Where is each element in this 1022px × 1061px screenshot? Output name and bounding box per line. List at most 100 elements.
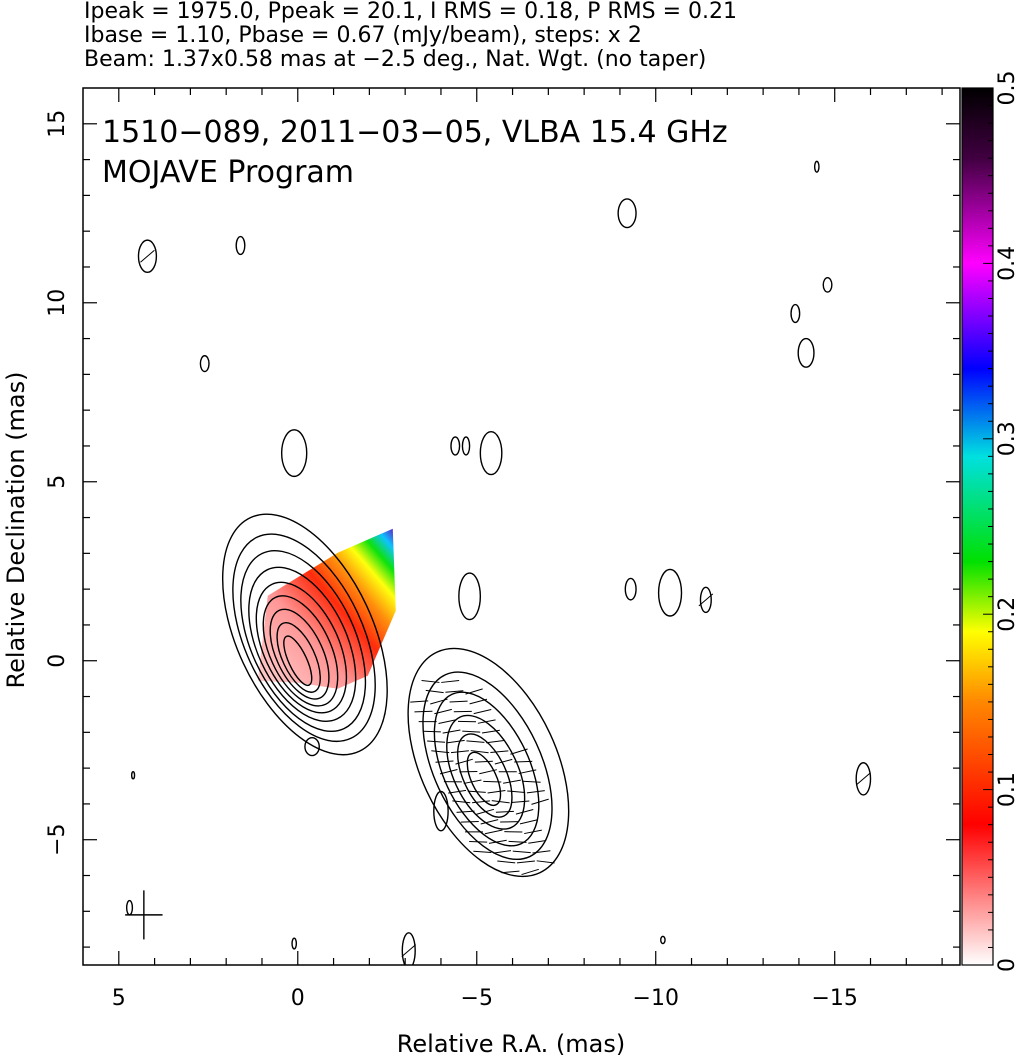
evpa-tick-55 xyxy=(431,750,450,754)
evpa-tick-62 xyxy=(442,729,461,734)
evpa-tick-5 xyxy=(497,860,516,864)
evpa-tick-39 xyxy=(463,779,482,784)
colorbar-tick-label-5: 0.4 xyxy=(995,246,1020,281)
evpa-tick-66 xyxy=(438,719,457,724)
evpa-tick-23 xyxy=(495,810,514,813)
x-axis-label: Relative R.A. (mas) xyxy=(396,1030,626,1058)
small-contour-21 xyxy=(125,899,134,916)
core-contour-4 xyxy=(262,595,339,707)
small-contour-20 xyxy=(130,771,136,780)
x-tick-label-4: −10 xyxy=(633,986,679,1011)
blob-evpa-tick-4 xyxy=(698,593,714,607)
evpa-tick-21 xyxy=(460,821,479,823)
evpa-tick-35 xyxy=(448,789,467,794)
small-contour-9 xyxy=(813,160,820,173)
evpa-tick-58 xyxy=(446,739,465,744)
evpa-tick-74 xyxy=(430,698,448,705)
evpa-tick-22 xyxy=(515,808,534,815)
evpa-tick-25 xyxy=(456,810,475,813)
small-contour-10 xyxy=(822,277,833,293)
core-contour-5 xyxy=(255,581,348,714)
core-contour-1 xyxy=(283,635,313,687)
evpa-tick-72 xyxy=(469,698,488,705)
evpa-tick-33 xyxy=(487,790,506,794)
evpa-tick-77 xyxy=(445,690,464,693)
evpa-tick-57 xyxy=(466,740,485,743)
evpa-tick-48 xyxy=(474,760,493,763)
blob-evpa-tick-2 xyxy=(401,944,417,958)
evpa-tick-37 xyxy=(503,779,521,784)
plot-frame xyxy=(82,87,961,966)
jet-contour-4 xyxy=(433,691,540,847)
evpa-tick-52 xyxy=(490,750,509,753)
evpa-tick-8 xyxy=(493,850,512,854)
small-contour-22 xyxy=(291,937,298,950)
evpa-tick-24 xyxy=(476,808,495,815)
small-contour-18 xyxy=(433,790,449,832)
evpa-tick-45 xyxy=(439,769,458,775)
small-contour-12 xyxy=(797,337,815,368)
evpa-tick-4 xyxy=(516,860,535,864)
evpa-tick-53 xyxy=(470,750,489,754)
y-tick-label-3: 5 xyxy=(45,475,70,489)
colorbar xyxy=(961,87,994,966)
small-contour-4 xyxy=(280,429,308,478)
evpa-tick-63 xyxy=(422,730,441,733)
y-tick-label-2: 10 xyxy=(45,289,70,317)
evpa-tick-12 xyxy=(488,839,507,844)
evpa-tick-11 xyxy=(508,840,527,843)
evpa-tick-76 xyxy=(465,688,483,695)
evpa-tick-68 xyxy=(473,709,492,715)
evpa-tick-1 xyxy=(521,868,539,876)
x-tick-label-1: 5 xyxy=(112,986,126,1011)
evpa-tick-9 xyxy=(473,850,492,854)
evpa-tick-26 xyxy=(531,798,549,805)
evpa-tick-2 xyxy=(501,870,520,874)
evpa-tick-71 xyxy=(414,710,433,713)
y-tick-label-4: 0 xyxy=(45,654,70,668)
evpa-tick-56 xyxy=(486,740,505,744)
core-contour-3 xyxy=(269,608,330,700)
chart-title: 1510−089, 2011−03−05, VLBA 15.4 GHz xyxy=(102,115,728,150)
core-contour-7 xyxy=(240,550,367,733)
jet-contour-6 xyxy=(407,647,570,878)
colorbar-tick-label-3: 0.2 xyxy=(995,597,1020,632)
evpa-tick-61 xyxy=(462,730,481,733)
colorbar-tick-label-4: 0.3 xyxy=(995,421,1020,456)
evpa-tick-20 xyxy=(480,819,499,825)
colorbar-tick-label-1: 0 xyxy=(995,958,1020,972)
evpa-tick-60 xyxy=(481,729,500,734)
small-contour-5 xyxy=(450,436,461,456)
y-tick-label-5: −5 xyxy=(45,823,70,855)
small-contour-1 xyxy=(137,239,158,274)
evpa-tick-7 xyxy=(512,850,531,854)
evpa-tick-30 xyxy=(452,800,471,804)
jet-contour-5 xyxy=(422,671,553,861)
small-contour-3 xyxy=(199,355,210,373)
header-line-3: Beam: 1.37x0.58 mas at −2.5 deg., Nat. W… xyxy=(84,47,707,72)
evpa-tick-78 xyxy=(425,689,444,694)
core-contour-2 xyxy=(276,622,321,693)
evpa-tick-13 xyxy=(469,841,488,843)
small-contour-17 xyxy=(855,762,872,796)
evpa-tick-47 xyxy=(494,758,513,765)
evpa-tick-31 xyxy=(526,790,545,794)
evpa-tick-73 xyxy=(449,700,468,703)
small-contour-23 xyxy=(401,932,416,965)
chart-subtitle: MOJAVE Program xyxy=(102,155,355,190)
small-contour-7 xyxy=(479,430,503,476)
x-tick-label-2: 0 xyxy=(291,986,305,1011)
core-contour-6 xyxy=(248,566,357,722)
blob-evpa-tick-3 xyxy=(856,772,871,786)
evpa-tick-18 xyxy=(519,819,538,825)
evpa-tick-28 xyxy=(491,800,510,804)
evpa-tick-14 xyxy=(524,829,542,835)
jet-contour-2 xyxy=(456,733,513,818)
plot-area xyxy=(125,160,872,965)
evpa-tick-64 xyxy=(477,719,496,724)
y-axis-label: Relative Declination (mas) xyxy=(2,371,30,689)
small-contour-19 xyxy=(304,736,320,757)
core-contour-9 xyxy=(221,513,388,756)
evpa-tick-46 xyxy=(514,760,533,763)
evpa-tick-10 xyxy=(528,839,547,844)
